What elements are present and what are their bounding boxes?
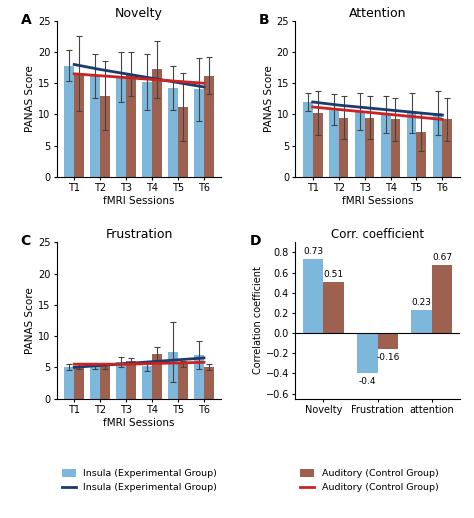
Bar <box>142 82 152 177</box>
Text: C: C <box>21 235 31 249</box>
Title: Frustration: Frustration <box>105 228 173 241</box>
Bar <box>100 366 110 398</box>
Bar <box>168 88 178 177</box>
Bar <box>303 260 323 333</box>
Y-axis label: Correlation coefficient: Correlation coefficient <box>253 266 263 375</box>
Bar <box>432 266 452 333</box>
Bar <box>91 366 100 398</box>
Bar <box>194 355 204 398</box>
Bar <box>378 333 398 349</box>
Bar <box>357 333 378 373</box>
Bar <box>64 367 74 398</box>
Bar <box>178 364 188 398</box>
Bar <box>194 90 204 177</box>
Bar <box>407 113 417 177</box>
Bar <box>381 114 391 177</box>
Bar <box>126 361 136 398</box>
Bar <box>411 310 432 333</box>
X-axis label: fMRI Sessions: fMRI Sessions <box>103 418 175 427</box>
Legend: Auditory (Control Group), Auditory (Control Group): Auditory (Control Group), Auditory (Cont… <box>300 469 438 492</box>
Bar <box>417 132 426 177</box>
Text: 0.73: 0.73 <box>303 248 323 256</box>
Title: Corr. coefficient: Corr. coefficient <box>331 228 424 241</box>
Bar <box>116 362 126 398</box>
Bar <box>116 77 126 177</box>
X-axis label: fMRI Sessions: fMRI Sessions <box>342 196 413 206</box>
Text: 0.23: 0.23 <box>411 298 431 307</box>
Legend: Insula (Experimental Group), Insula (Experimental Group): Insula (Experimental Group), Insula (Exp… <box>62 469 217 492</box>
Bar <box>433 113 442 177</box>
Bar <box>329 109 338 177</box>
Text: 0.51: 0.51 <box>324 269 344 279</box>
Y-axis label: PANAS Score: PANAS Score <box>264 65 274 132</box>
Title: Novelty: Novelty <box>115 7 163 20</box>
Text: A: A <box>21 13 31 27</box>
Text: -0.4: -0.4 <box>358 378 376 386</box>
Text: D: D <box>249 235 261 249</box>
Bar <box>100 96 110 177</box>
Bar <box>313 113 322 177</box>
Bar <box>178 107 188 177</box>
Bar <box>64 66 74 177</box>
X-axis label: fMRI Sessions: fMRI Sessions <box>103 196 175 206</box>
Bar <box>355 111 365 177</box>
Text: -0.16: -0.16 <box>376 353 400 362</box>
Y-axis label: PANAS Score: PANAS Score <box>25 65 36 132</box>
Bar <box>152 69 162 177</box>
Text: B: B <box>259 13 270 27</box>
Bar <box>303 102 313 177</box>
Bar <box>142 366 152 398</box>
Bar <box>391 120 401 177</box>
Bar <box>204 76 214 177</box>
Bar <box>74 366 84 398</box>
Bar <box>91 76 100 177</box>
Bar <box>442 120 452 177</box>
Text: 0.67: 0.67 <box>432 253 452 263</box>
Bar <box>74 74 84 177</box>
Bar <box>126 74 136 177</box>
Bar <box>323 282 344 333</box>
Bar <box>152 354 162 398</box>
Y-axis label: PANAS Score: PANAS Score <box>25 287 36 354</box>
Title: Attention: Attention <box>349 7 406 20</box>
Bar <box>168 352 178 398</box>
Bar <box>204 367 214 398</box>
Bar <box>338 118 348 177</box>
Bar <box>365 118 374 177</box>
